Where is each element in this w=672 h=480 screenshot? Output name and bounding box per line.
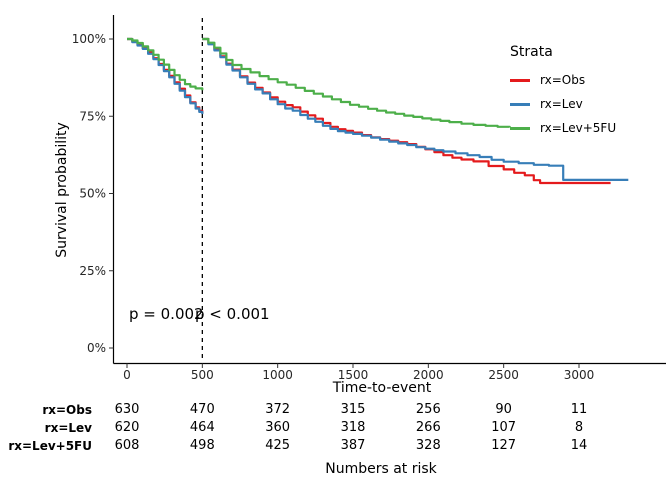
x-tick-label: 2500 bbox=[488, 368, 519, 382]
y-axis-title: Survival probability bbox=[54, 122, 70, 258]
risk-count: 608 bbox=[114, 438, 140, 453]
risk-count: 372 bbox=[265, 402, 291, 417]
pvalue-annotation-2: p < 0.001 bbox=[195, 305, 270, 323]
risk-count: 11 bbox=[570, 402, 588, 417]
km-curve-rx=Lev+5FU bbox=[202, 37, 511, 128]
risk-count: 425 bbox=[265, 438, 291, 453]
legend-key-line-lev5fu bbox=[510, 126, 530, 130]
legend: Strata rx=Obs rx=Lev rx=Lev+5FU bbox=[510, 44, 670, 140]
risk-count: 630 bbox=[114, 402, 140, 417]
risk-count: 256 bbox=[415, 402, 441, 417]
x-tick-label: 2000 bbox=[413, 368, 444, 382]
legend-entry-lev: rx=Lev bbox=[510, 92, 670, 116]
x-axis-title: Time-to-event bbox=[332, 380, 432, 396]
km-curve-rx=Lev bbox=[202, 37, 629, 181]
x-tick-label: 3000 bbox=[564, 368, 595, 382]
y-tick-label: 100% bbox=[72, 32, 106, 46]
risk-count: 315 bbox=[340, 402, 366, 417]
x-tick-label: 0 bbox=[123, 368, 131, 382]
risk-row-label-lev: rx=Lev bbox=[44, 421, 92, 435]
legend-key-line-lev bbox=[510, 102, 530, 106]
risk-count: 620 bbox=[114, 420, 140, 435]
y-tick-label: 75% bbox=[79, 109, 106, 123]
legend-label-lev: rx=Lev bbox=[540, 97, 583, 111]
risk-count: 127 bbox=[491, 438, 517, 453]
risk-table-row: rx=Obs 630 470 372 315 256 90 11 bbox=[0, 401, 672, 419]
risk-row-label-obs: rx=Obs bbox=[42, 403, 92, 417]
km-curve-rx=Lev+5FU bbox=[127, 37, 204, 91]
risk-count: 107 bbox=[491, 420, 517, 435]
risk-table-row: rx=Lev+5FU 608 498 425 387 328 127 14 bbox=[0, 437, 672, 455]
legend-entry-obs: rx=Obs bbox=[510, 68, 670, 92]
km-curve-rx=Lev bbox=[127, 37, 204, 115]
risk-count: 360 bbox=[265, 420, 291, 435]
legend-label-lev5fu: rx=Lev+5FU bbox=[540, 121, 617, 135]
risk-count: 328 bbox=[415, 438, 441, 453]
y-tick-label: 25% bbox=[79, 264, 106, 278]
risk-table-caption: Numbers at risk bbox=[325, 461, 437, 477]
risk-table-row: rx=Lev 620 464 360 318 266 107 8 bbox=[0, 419, 672, 437]
risk-count: 90 bbox=[495, 402, 512, 417]
legend-label-obs: rx=Obs bbox=[540, 73, 586, 87]
y-tick-label: 50% bbox=[79, 187, 106, 201]
x-tick-label: 1000 bbox=[262, 368, 293, 382]
risk-count: 387 bbox=[340, 438, 366, 453]
pvalue-annotation-1: p = 0.002 bbox=[129, 305, 204, 323]
legend-key-line-obs bbox=[510, 78, 530, 82]
risk-count: 14 bbox=[570, 438, 588, 453]
risk-count: 318 bbox=[340, 420, 366, 435]
risk-count: 464 bbox=[189, 420, 215, 435]
risk-count: 498 bbox=[189, 438, 215, 453]
risk-count: 470 bbox=[189, 402, 215, 417]
y-tick-label: 0% bbox=[87, 341, 106, 355]
legend-entry-lev5fu: rx=Lev+5FU bbox=[510, 116, 670, 140]
x-tick-label: 500 bbox=[191, 368, 214, 382]
risk-count: 8 bbox=[574, 420, 584, 435]
risk-count: 266 bbox=[415, 420, 441, 435]
x-tick-label: 1500 bbox=[338, 368, 369, 382]
legend-title: Strata bbox=[510, 44, 553, 60]
risk-row-label-lev5fu: rx=Lev+5FU bbox=[8, 439, 92, 453]
